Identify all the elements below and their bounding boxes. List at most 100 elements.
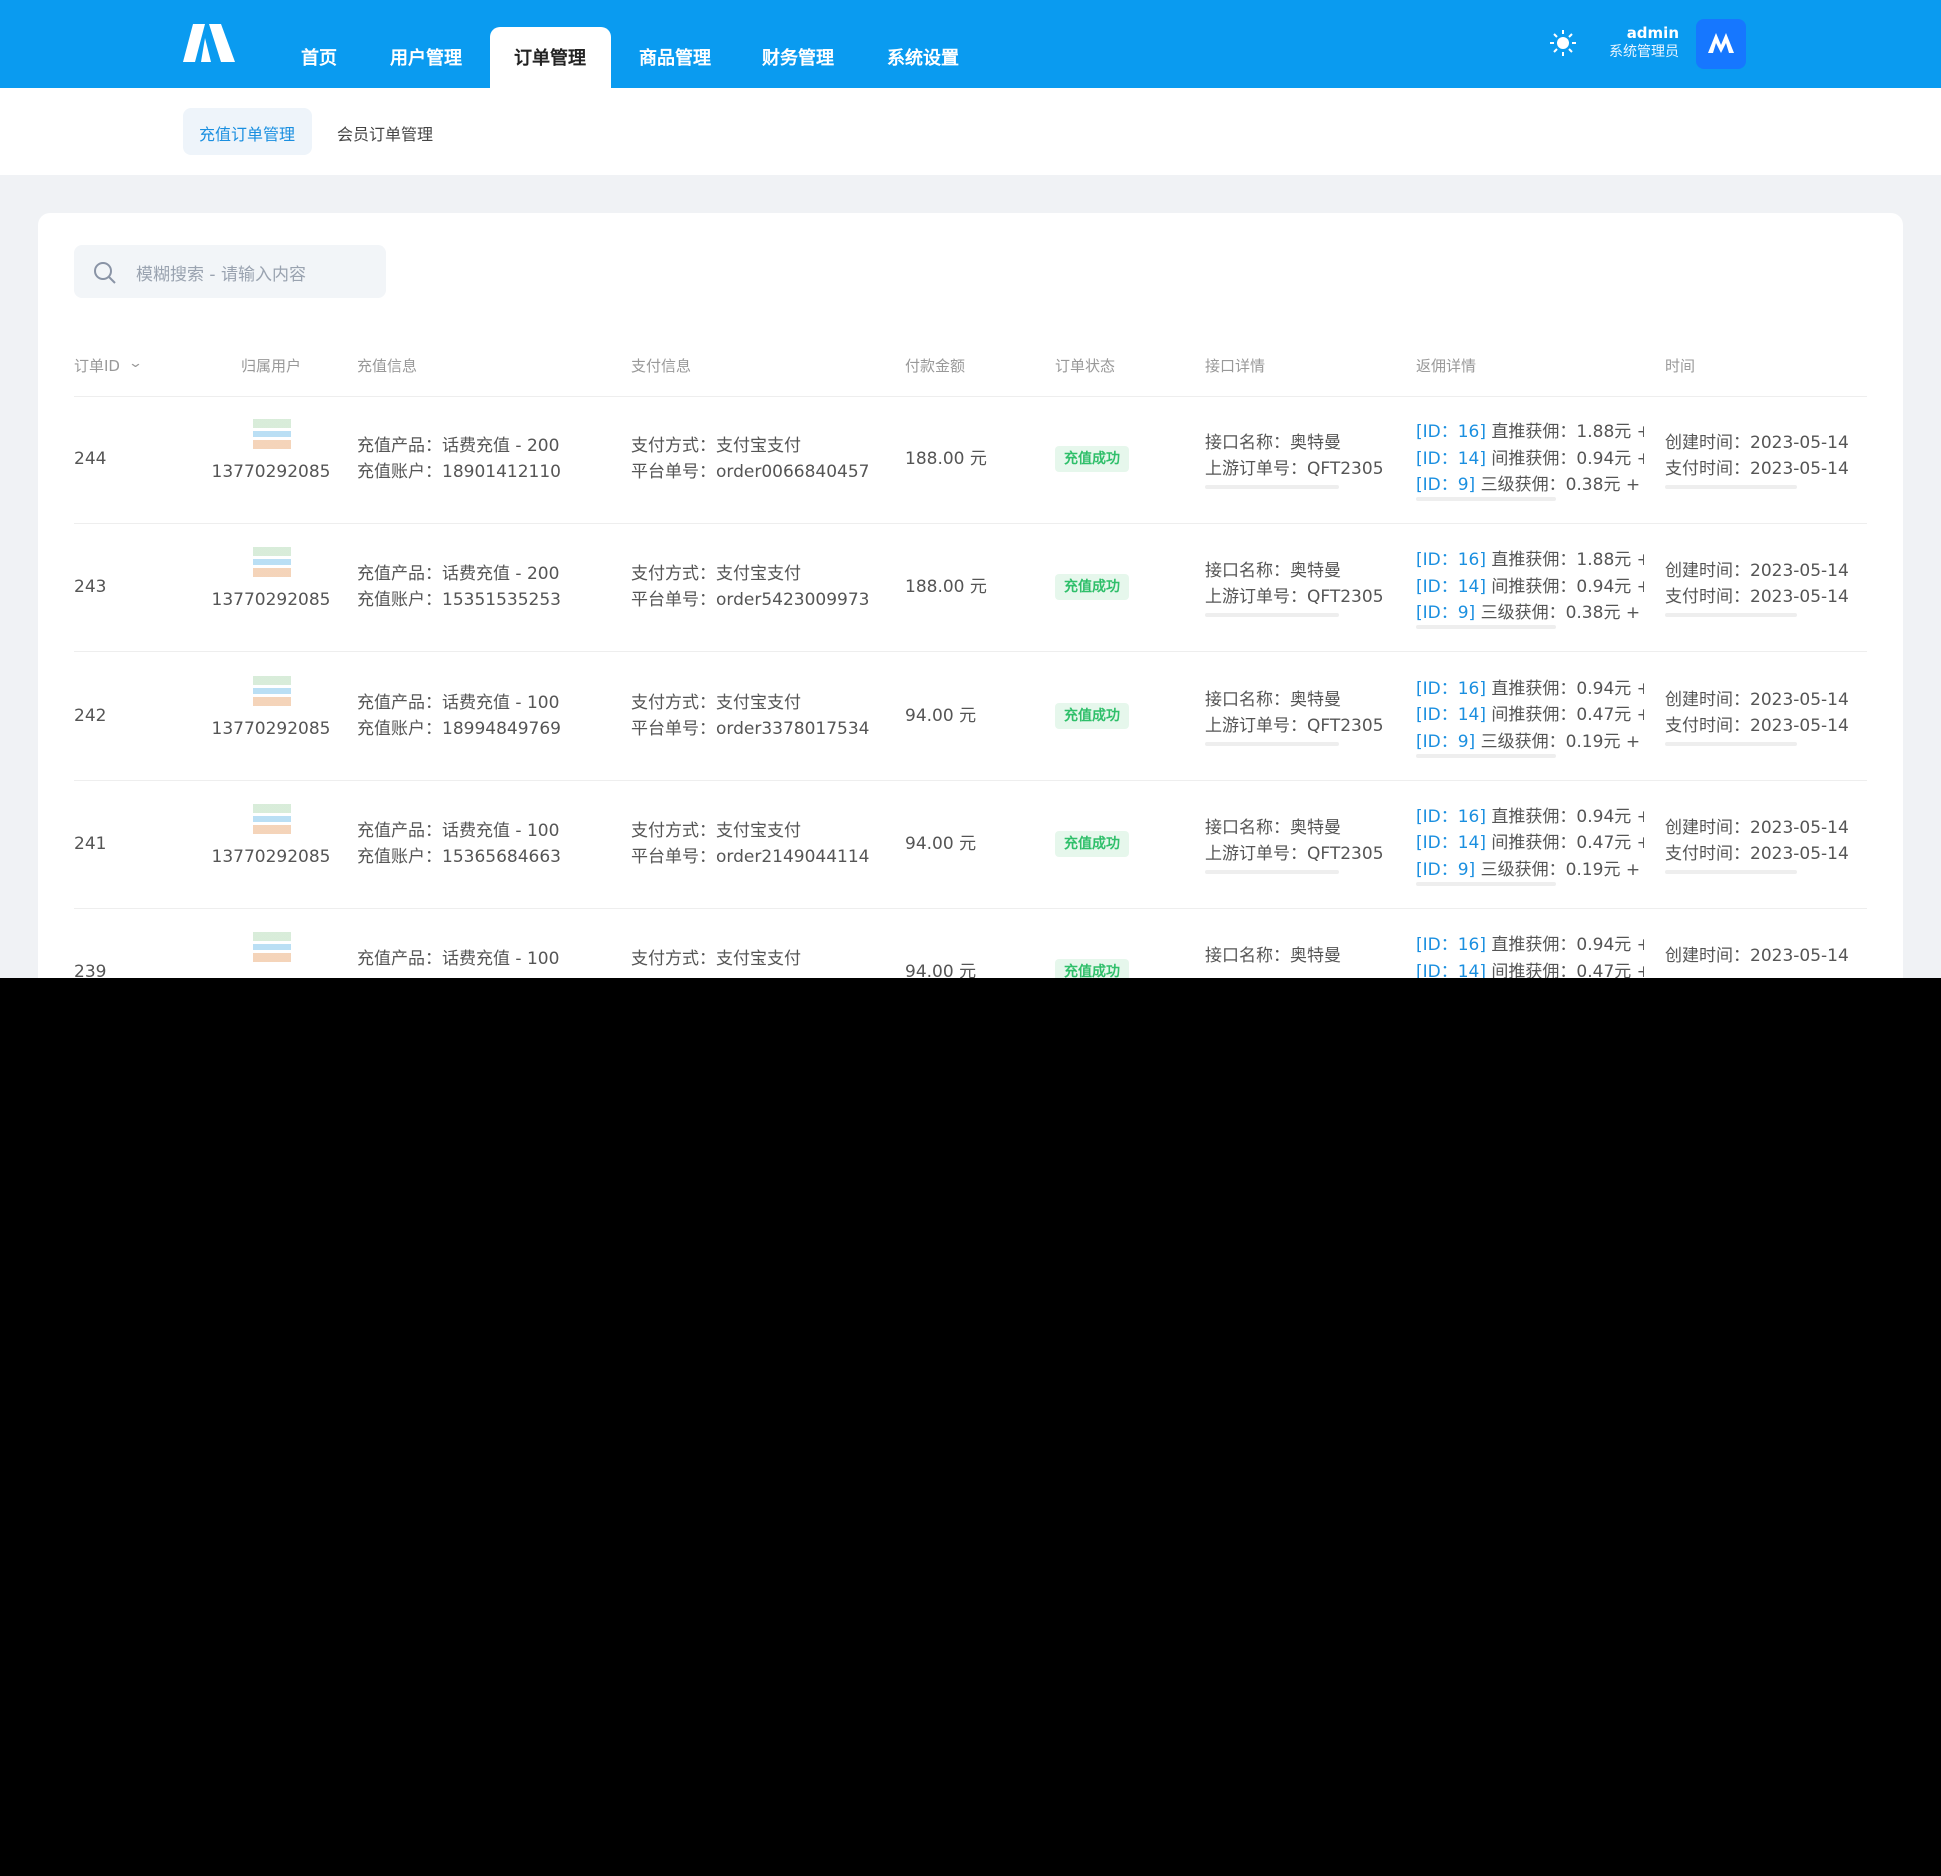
user-phone: 13770292085 bbox=[211, 590, 331, 611]
commission-text: 间推获佣：0.94元 + bbox=[1486, 576, 1644, 597]
referrer-id[interactable]: [ID：14] bbox=[1416, 576, 1487, 597]
pay-no: 平台单号：order0066840457 bbox=[631, 462, 870, 482]
referrer-id[interactable]: [ID：16] bbox=[1416, 550, 1487, 571]
referrer-id[interactable]: [ID：14] bbox=[1416, 961, 1487, 978]
created-time: 创建时间：2023-05-14 bbox=[1665, 946, 1849, 967]
commission: [ID：16] 直推获佣：0.94元 + bbox=[1416, 678, 1644, 700]
row-separator bbox=[74, 779, 1867, 781]
paid-time: 支付时间：2023-05-14 bbox=[1665, 587, 1849, 608]
commission: [ID：16] 直推获佣：0.94元 + bbox=[1416, 934, 1644, 956]
user-icon bbox=[253, 675, 291, 706]
referrer-id[interactable]: [ID：14] bbox=[1416, 448, 1487, 469]
referrer-id[interactable]: [ID：16] bbox=[1416, 422, 1487, 442]
commission: [ID：14] 间推获佣：0.94元 + bbox=[1416, 576, 1644, 598]
status-badge: 充值成功 bbox=[1055, 702, 1129, 729]
commission: [ID：9] 三级获佣：0.19元 + bbox=[1416, 859, 1644, 881]
pay-no: 平台单号：order3378017534 bbox=[631, 718, 870, 739]
api-name: 接口名称：奥特曼 bbox=[1205, 946, 1341, 967]
sort-icon: ⌄ bbox=[127, 356, 144, 371]
created-time: 创建时间：2023-05-14 bbox=[1665, 561, 1849, 582]
referrer-id[interactable]: [ID：9] bbox=[1416, 731, 1476, 752]
search-placeholder[interactable]: 模糊搜索 - 请输入内容 bbox=[136, 265, 306, 285]
order-id: 241 bbox=[74, 833, 107, 854]
user-phone: 13770292085 bbox=[211, 718, 331, 739]
card bbox=[38, 213, 1903, 978]
commission-text: 直推获佣：0.94元 + bbox=[1486, 806, 1644, 827]
underline bbox=[1205, 869, 1339, 874]
row-separator bbox=[74, 651, 1867, 653]
theme-icon[interactable] bbox=[1549, 29, 1577, 57]
nav-item[interactable]: 系统设置 bbox=[887, 48, 959, 69]
underline bbox=[1665, 741, 1797, 746]
commission-text: 间推获佣：0.47元 + bbox=[1486, 961, 1644, 978]
nav-item[interactable]: 财务管理 bbox=[762, 48, 834, 69]
logo bbox=[183, 24, 235, 62]
amount: 94.00 元 bbox=[905, 705, 977, 726]
user-role: 系统管理员 bbox=[1609, 44, 1679, 60]
referrer-id[interactable]: [ID：9] bbox=[1416, 859, 1476, 880]
order-id: 239 bbox=[74, 962, 107, 978]
created-time: 创建时间：2023-05-14 bbox=[1665, 433, 1849, 453]
subnav-item[interactable]: 会员订单管理 bbox=[337, 125, 434, 144]
commission-text: 三级获佣：0.38元 + bbox=[1475, 475, 1641, 495]
commission: [ID：14] 间推获佣：0.47元 + bbox=[1416, 704, 1644, 726]
commission-text: 间推获佣：0.47元 + bbox=[1486, 833, 1644, 854]
commission: [ID：9] 三级获佣：0.38元 + bbox=[1416, 602, 1644, 624]
column-header: 充值信息 bbox=[357, 357, 418, 375]
column-header[interactable]: 订单ID bbox=[74, 357, 120, 375]
column-header: 时间 bbox=[1665, 357, 1696, 375]
underline bbox=[1205, 741, 1339, 746]
search-icon bbox=[94, 262, 116, 284]
account: 充值账户：18901412110 bbox=[357, 462, 561, 482]
nav-item[interactable]: 用户管理 bbox=[390, 48, 462, 69]
account: 充值账户：15351535253 bbox=[357, 590, 561, 611]
referrer-id[interactable]: [ID：16] bbox=[1416, 678, 1487, 699]
row-separator bbox=[74, 396, 1867, 397]
pay-method: 支付方式：支付宝支付 bbox=[631, 436, 801, 456]
commission: [ID：9] 三级获佣：0.38元 + bbox=[1416, 474, 1644, 496]
referrer-id[interactable]: [ID：16] bbox=[1416, 935, 1487, 956]
status-badge: 充值成功 bbox=[1055, 446, 1129, 472]
pay-method: 支付方式：支付宝支付 bbox=[631, 692, 801, 713]
nav-item[interactable]: 首页 bbox=[301, 48, 337, 69]
account: 充值账户：15365684663 bbox=[357, 846, 561, 867]
commission-text: 三级获佣：0.19元 + bbox=[1475, 859, 1641, 880]
user-icon bbox=[253, 547, 291, 578]
commission-text: 三级获佣：0.19元 + bbox=[1475, 731, 1641, 752]
avatar[interactable] bbox=[1696, 19, 1746, 69]
order-id: 244 bbox=[74, 449, 107, 469]
column-header: 支付信息 bbox=[631, 357, 692, 375]
commission-text: 间推获佣：0.47元 + bbox=[1486, 705, 1644, 726]
nav-item[interactable]: 商品管理 bbox=[639, 48, 711, 69]
column-header: 订单状态 bbox=[1055, 357, 1116, 375]
product: 充值产品：话费充值 - 100 bbox=[357, 949, 560, 970]
commission: [ID：16] 直推获佣：1.88元 + bbox=[1416, 549, 1644, 571]
search-box[interactable] bbox=[74, 245, 386, 298]
amount: 188.00 元 bbox=[905, 577, 987, 598]
referrer-id[interactable]: [ID：9] bbox=[1416, 603, 1476, 624]
pay-no: 平台单号：order5423009973 bbox=[631, 590, 870, 611]
referrer-id[interactable]: [ID：16] bbox=[1416, 806, 1487, 827]
subnav-item[interactable]: 充值订单管理 bbox=[199, 125, 296, 144]
commission: [ID：16] 直推获佣：0.94元 + bbox=[1416, 806, 1644, 828]
underline bbox=[1416, 625, 1556, 630]
status-badge: 充值成功 bbox=[1055, 830, 1129, 857]
upstream-no: 上游订单号：QFT2305 bbox=[1205, 587, 1384, 608]
commission-text: 三级获佣：0.38元 + bbox=[1475, 603, 1641, 624]
referrer-id[interactable]: [ID：14] bbox=[1416, 833, 1487, 854]
status-badge: 充值成功 bbox=[1055, 574, 1129, 601]
underline bbox=[1416, 753, 1556, 758]
upstream-no: 上游订单号：QFT2305 bbox=[1205, 843, 1384, 864]
status-badge: 充值成功 bbox=[1055, 959, 1129, 978]
referrer-id[interactable]: [ID：9] bbox=[1416, 475, 1476, 495]
nav-item[interactable]: 订单管理 bbox=[514, 48, 586, 69]
referrer-id[interactable]: [ID：14] bbox=[1416, 705, 1487, 726]
product: 充值产品：话费充值 - 100 bbox=[357, 820, 560, 841]
created-time: 创建时间：2023-05-14 bbox=[1665, 817, 1849, 838]
underline bbox=[1416, 881, 1556, 886]
sub-bar bbox=[0, 88, 1941, 175]
underline bbox=[1665, 869, 1797, 874]
order-id: 243 bbox=[74, 577, 107, 598]
commission: [ID：14] 间推获佣：0.47元 + bbox=[1416, 832, 1644, 854]
underline bbox=[1205, 613, 1339, 618]
